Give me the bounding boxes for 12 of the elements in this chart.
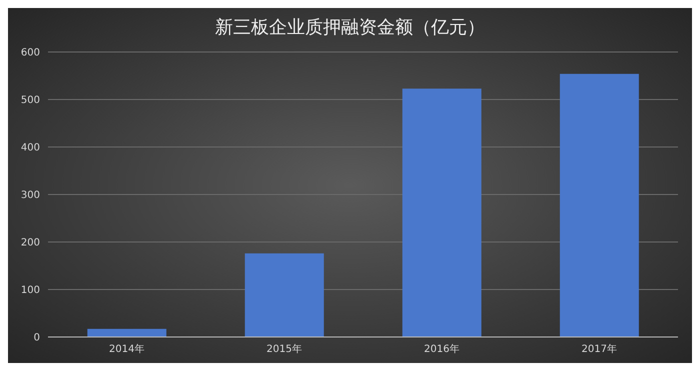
- x-tick-label: 2016年: [424, 343, 460, 356]
- y-tick-label: 300: [20, 190, 40, 202]
- y-tick-label: 0: [34, 332, 40, 344]
- y-tick-label: 600: [20, 48, 40, 59]
- x-tick-label: 2015年: [266, 343, 302, 356]
- x-tick-label: 2014年: [109, 343, 144, 356]
- y-tick-label: 400: [20, 142, 40, 154]
- chart-title: 新三板企业质押融资金额（亿元）: [214, 16, 486, 40]
- y-tick-label: 200: [20, 238, 40, 249]
- x-tick-label: 2017年: [582, 343, 617, 356]
- y-tick-label: 100: [20, 285, 40, 296]
- y-tick-label: 500: [20, 95, 40, 106]
